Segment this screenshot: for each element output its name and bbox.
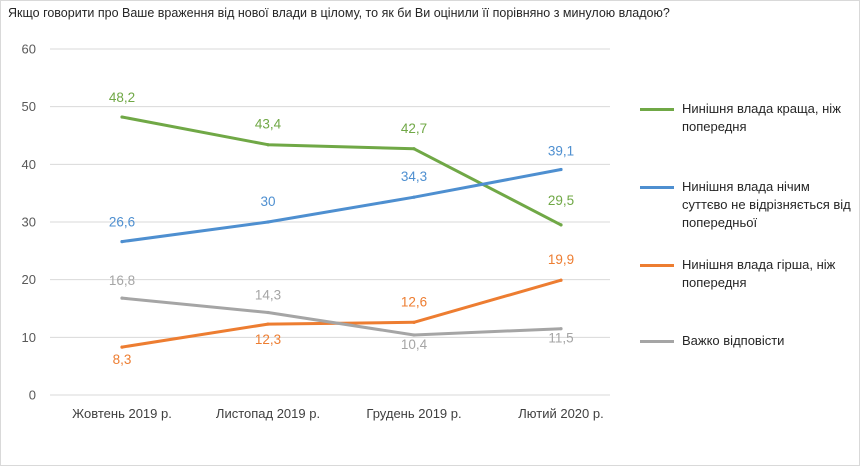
chart-title: Якщо говорити про Ваше враження від ново… xyxy=(8,6,670,20)
data-point xyxy=(266,322,270,326)
data-label: 48,2 xyxy=(109,90,135,105)
data-point xyxy=(266,143,270,147)
data-point xyxy=(559,327,563,331)
y-tick-label: 10 xyxy=(22,330,36,345)
data-label: 16,8 xyxy=(109,273,135,288)
data-point xyxy=(412,195,416,199)
legend-item: Важко відповісти xyxy=(640,332,852,350)
data-point xyxy=(120,345,124,349)
series-line xyxy=(120,296,563,337)
legend-label: Важко відповісти xyxy=(682,333,785,348)
legend-item: Нинішня влада нічим суттєво не відрізняє… xyxy=(640,178,852,232)
legend-item: Нинішня влада краща, ніж попередня xyxy=(640,100,852,136)
data-label: 39,1 xyxy=(548,144,574,159)
legend-swatch xyxy=(640,340,674,343)
legend-item: Нинішня влада гірша, ніж попередня xyxy=(640,256,852,292)
series-line xyxy=(120,168,563,244)
data-point xyxy=(266,310,270,315)
data-label: 14,3 xyxy=(255,288,281,303)
data-label: 42,7 xyxy=(401,121,427,136)
legend-swatch xyxy=(640,186,674,189)
y-tick-label: 0 xyxy=(29,388,36,403)
data-label: 8,3 xyxy=(113,352,132,367)
data-point xyxy=(120,240,124,244)
data-point xyxy=(559,223,563,227)
data-point xyxy=(559,278,563,282)
legend-swatch xyxy=(640,108,674,111)
data-point xyxy=(412,320,416,324)
legend-label: Нинішня влада краща, ніж попередня xyxy=(682,101,841,134)
series-line xyxy=(120,115,563,227)
legend-label: Нинішня влада гірша, ніж попередня xyxy=(682,257,836,290)
data-labels: 48,2 43,4 42,7 29,5 26,6 30 34,3 39,1 8,3 12,3 12,… xyxy=(109,90,574,367)
data-label: 26,6 xyxy=(109,215,135,230)
data-label: 12,3 xyxy=(255,332,281,347)
gridlines xyxy=(50,48,610,396)
data-label: 11,5 xyxy=(548,331,573,346)
data-label: 43,4 xyxy=(255,117,282,132)
x-tick-label: Жовтень 2019 р. xyxy=(72,406,172,421)
legend-swatch xyxy=(640,264,674,267)
data-label: 29,5 xyxy=(548,193,574,208)
y-tick-label: 30 xyxy=(22,215,36,230)
data-point xyxy=(266,220,270,224)
data-label: 10,4 xyxy=(401,337,428,352)
series-lines xyxy=(120,115,563,349)
legend-label: Нинішня влада нічим суттєво не відрізняє… xyxy=(682,179,851,230)
data-point xyxy=(559,167,563,172)
y-tick-label: 60 xyxy=(22,42,36,57)
x-tick-label: Грудень 2019 р. xyxy=(366,406,461,421)
data-point xyxy=(120,296,124,300)
data-label: 30 xyxy=(260,194,275,209)
data-point xyxy=(120,115,124,119)
data-label: 12,6 xyxy=(401,294,427,309)
x-tick-label: Лютий 2020 р. xyxy=(518,406,603,421)
data-point xyxy=(412,147,416,151)
y-tick-label: 20 xyxy=(22,272,36,287)
x-axis: Жовтень 2019 р. Листопад 2019 р. Грудень 2… xyxy=(72,406,604,421)
data-point xyxy=(412,333,416,337)
y-axis: 0 10 20 30 40 50 60 xyxy=(22,42,36,403)
data-label: 19,9 xyxy=(548,252,574,267)
y-tick-label: 50 xyxy=(22,99,36,114)
x-tick-label: Листопад 2019 р. xyxy=(216,406,320,421)
y-tick-label: 40 xyxy=(22,157,36,172)
data-label: 34,3 xyxy=(401,169,427,184)
